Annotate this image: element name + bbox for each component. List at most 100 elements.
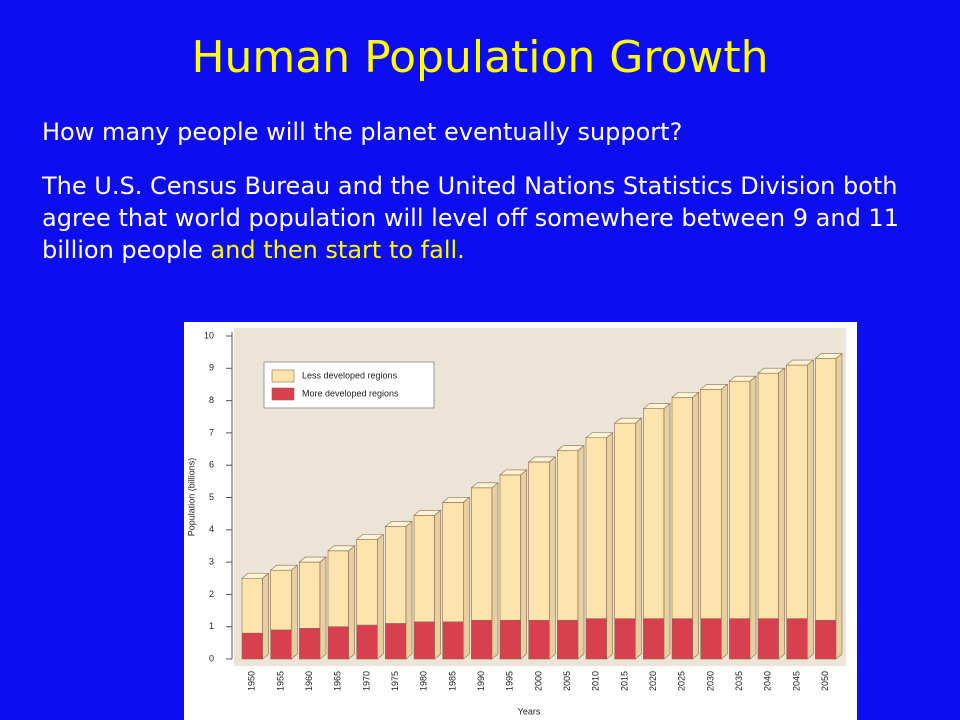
bar-side <box>663 403 671 660</box>
bar-segment <box>241 632 263 660</box>
question: How many people will the planet eventual… <box>42 118 683 146</box>
bar-side <box>749 375 757 660</box>
x-tick-label: 1975 <box>390 671 400 691</box>
bar-segment <box>757 372 779 619</box>
y-tick-label: 9 <box>209 363 214 373</box>
x-tick-label: 2050 <box>820 671 830 691</box>
bar-segment <box>757 618 779 660</box>
bar-segment <box>614 422 636 619</box>
bar-segment <box>614 618 636 660</box>
legend-swatch <box>271 369 295 383</box>
slide-title: Human Population Growth <box>191 32 769 83</box>
y-tick-label: 4 <box>209 524 214 534</box>
bar-segment <box>786 618 808 660</box>
bar-segment <box>729 618 751 660</box>
y-axis-label: Population (billions) <box>186 458 196 537</box>
x-tick-label: 2045 <box>791 671 801 691</box>
y-tick-label: 7 <box>209 427 214 437</box>
bar-segment <box>585 437 607 619</box>
legend-box <box>263 361 435 409</box>
bar-segment <box>327 550 349 627</box>
x-tick-label: 2010 <box>591 671 601 691</box>
x-tick-label: 1970 <box>361 671 371 691</box>
x-axis-label: Years <box>518 706 541 716</box>
y-tick-label: 8 <box>209 395 214 405</box>
x-tick-label: 2030 <box>705 671 715 691</box>
x-tick-label: 1985 <box>447 671 457 691</box>
bar-side <box>405 520 413 660</box>
x-tick-label: 2015 <box>619 671 629 691</box>
x-tick-label: 2040 <box>763 671 773 691</box>
bar-segment <box>270 569 292 631</box>
bar-segment <box>557 450 579 621</box>
bar-segment <box>671 618 693 660</box>
bar-side <box>291 564 298 660</box>
y-tick-label: 0 <box>209 653 214 663</box>
bar-segment <box>299 628 321 660</box>
bar-side <box>520 469 527 660</box>
y-tick-label: 5 <box>209 492 214 502</box>
bar-side <box>348 545 355 660</box>
bar-side <box>319 556 327 660</box>
statement-text: The U.S. Census Bureau and the United Na… <box>42 172 899 264</box>
bar-segment <box>442 621 464 660</box>
bar-segment <box>585 618 607 660</box>
bar-side <box>807 359 814 660</box>
bar-side <box>434 509 441 660</box>
bar-side <box>721 383 728 660</box>
bar-segment <box>643 618 665 660</box>
y-tick-label: 1 <box>209 621 214 631</box>
chart: Population (billions) Years 0 1 2 3 4 5 6 7 8 9 10… <box>184 322 857 720</box>
bar-segment <box>528 461 550 621</box>
x-tick-label: 1965 <box>333 671 343 691</box>
bar-segment <box>413 514 435 623</box>
statement: The U.S. Census Bureau and the United Na… <box>42 170 902 266</box>
x-tick-label: 1960 <box>304 671 314 691</box>
bar-segment <box>327 626 349 660</box>
y-tick-label: 3 <box>209 556 214 566</box>
bar-segment <box>528 619 550 660</box>
bar-side <box>835 352 843 660</box>
bar-side <box>635 417 642 660</box>
x-tick-label: 1955 <box>275 671 285 691</box>
highlight-text: and then start to fall. <box>210 236 465 264</box>
bar-side <box>549 456 556 660</box>
bar-segment <box>815 619 837 660</box>
x-tick-label: 2000 <box>533 671 543 691</box>
bar-segment <box>442 502 464 623</box>
bar-segment <box>299 561 321 629</box>
x-tick-label: 2035 <box>734 671 744 691</box>
bar-side <box>778 367 785 660</box>
bar-side <box>377 533 384 660</box>
bar-segment <box>499 474 521 621</box>
bar-segment <box>815 358 837 621</box>
bar-segment <box>643 408 665 619</box>
y-tick-label: 2 <box>209 589 214 599</box>
bar-segment <box>270 629 292 660</box>
bar-segment <box>557 619 579 660</box>
bar-segment <box>671 397 693 619</box>
legend-swatch <box>271 387 295 401</box>
bar-segment <box>241 577 263 634</box>
x-tick-label: 1950 <box>247 671 257 691</box>
x-tick-label: 2005 <box>562 671 572 691</box>
x-tick-label: 2020 <box>648 671 658 691</box>
x-tick-label: 1990 <box>476 671 486 691</box>
bar-segment <box>385 526 407 624</box>
bar-segment <box>385 623 407 660</box>
bar-segment <box>413 621 435 660</box>
bar-segment <box>356 624 378 660</box>
bar-segment <box>700 388 722 619</box>
bar-segment <box>471 619 493 660</box>
y-tick-label: 6 <box>209 460 214 470</box>
bar-side <box>692 391 699 660</box>
bar-segment <box>499 619 521 660</box>
bar-side <box>577 445 585 660</box>
bar-side <box>606 432 613 660</box>
bar-segment <box>356 539 378 626</box>
x-tick-label: 2025 <box>677 671 687 691</box>
legend-label: Less developed regions <box>302 370 398 380</box>
legend-label: More developed regions <box>302 388 399 398</box>
bar-segment <box>786 364 808 619</box>
